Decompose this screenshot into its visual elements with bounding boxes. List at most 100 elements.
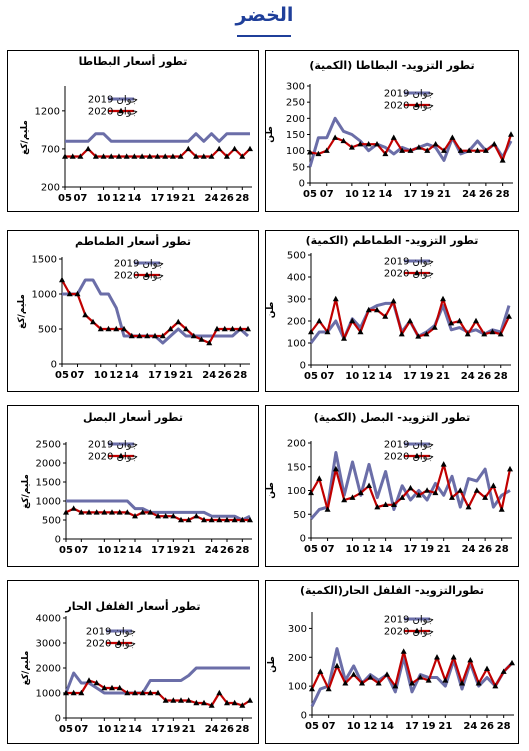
data-point-2020 <box>108 153 115 159</box>
data-point-2020 <box>365 306 372 313</box>
data-point-2020 <box>93 679 100 686</box>
data-point-2020 <box>423 331 430 337</box>
data-point-2020 <box>247 145 253 152</box>
data-point-2020 <box>147 689 154 696</box>
data-point-2020 <box>185 516 192 523</box>
data-point-2020 <box>399 147 406 153</box>
data-point-2020 <box>66 290 73 297</box>
x-tick-label: 21 <box>437 189 451 200</box>
data-point-2020 <box>208 702 215 708</box>
data-point-2020 <box>497 331 504 337</box>
x-tick-label: 19 <box>166 545 180 556</box>
data-point-2020 <box>465 503 472 510</box>
data-point-2020 <box>341 496 348 503</box>
x-tick-label: 19 <box>420 189 434 200</box>
x-tick-label: 12 <box>362 189 376 200</box>
data-point-2020 <box>382 150 389 157</box>
x-tick-label: 10 <box>97 724 111 735</box>
y-tick-label: 200 <box>287 439 306 450</box>
data-point-2020 <box>198 336 205 342</box>
x-tick-label: 28 <box>497 721 511 732</box>
series-line-2019 <box>66 499 251 522</box>
data-point-2020 <box>206 339 213 346</box>
data-point-2020 <box>500 668 507 674</box>
x-tick-label: 24 <box>463 721 477 732</box>
x-tick-label: 24 <box>205 724 219 735</box>
data-point-2020 <box>450 654 457 660</box>
x-tick-label: 19 <box>164 370 178 381</box>
data-point-2020 <box>162 697 169 703</box>
data-point-2020 <box>359 680 365 686</box>
chart-panel-onion-price: تطور أسعار البصل 0 500 1000 1500 2000 2500 05 07… <box>7 405 259 567</box>
x-tick-label: 10 <box>97 193 111 204</box>
data-point-2020 <box>484 665 490 672</box>
data-point-2020 <box>139 153 146 159</box>
data-point-2020 <box>475 680 482 686</box>
y-tick-label: 200 <box>286 114 305 125</box>
data-point-2020 <box>357 141 364 147</box>
chart-chili-supply: تطورالتزويد- الفلفل الحار(الكمية) 0 100 200… <box>267 584 515 732</box>
data-point-2020 <box>457 147 464 153</box>
data-point-2020 <box>309 685 315 692</box>
x-tick-label: 26 <box>480 721 494 732</box>
data-point-2020 <box>185 145 192 152</box>
x-tick-label: 28 <box>495 544 509 555</box>
data-point-2020 <box>154 153 161 159</box>
data-point-2020 <box>415 333 422 339</box>
data-point-2020 <box>457 487 464 493</box>
legend-label-2019: جوان 2019 <box>384 440 434 451</box>
data-point-2020 <box>466 147 473 153</box>
x-tick-label: 14 <box>125 370 139 381</box>
legend-label-2020: جوان 2020 <box>86 639 136 650</box>
x-tick-label: 26 <box>220 724 234 735</box>
x-tick-label: 05 <box>55 370 69 381</box>
legend-label-2020: جوان 2020 <box>384 101 434 112</box>
data-point-2020 <box>332 465 339 472</box>
data-point-2020 <box>349 494 356 500</box>
data-point-2020 <box>208 153 215 159</box>
x-tick-label: 12 <box>113 724 127 735</box>
y-tick-label: 4000 <box>36 614 61 625</box>
y-tick-label: 1200 <box>35 106 60 117</box>
data-point-2020 <box>492 682 499 689</box>
data-point-2020 <box>155 513 161 519</box>
y-tick-label: 0 <box>300 361 306 372</box>
data-point-2020 <box>162 513 169 519</box>
data-point-2020 <box>224 516 230 523</box>
x-tick-label: 14 <box>128 724 142 735</box>
chart-potato-supply: تطور التزويد- البطاطا (الكمية)0501001502… <box>266 59 514 200</box>
chart-potato-price: تطور أسعار البطاطا 200 700 1200 05 07 10 12 14 17… <box>20 54 253 204</box>
legend-label-2020: جوان 2020 <box>384 452 434 463</box>
x-tick-label: 21 <box>179 370 193 381</box>
data-point-2020 <box>190 332 197 339</box>
x-tick-label: 12 <box>112 193 126 204</box>
data-point-2020 <box>506 313 512 319</box>
data-point-2020 <box>90 318 96 325</box>
data-point-2020 <box>169 153 176 159</box>
y-axis-label: طن <box>267 656 277 673</box>
data-point-2020 <box>390 298 397 304</box>
data-point-2020 <box>170 513 177 519</box>
x-tick-label: 10 <box>347 721 361 732</box>
data-point-2020 <box>407 317 413 324</box>
x-tick-label: 17 <box>403 371 417 382</box>
data-point-2020 <box>342 680 349 686</box>
x-tick-label: 24 <box>202 370 216 381</box>
legend-label-2020: جوان 2020 <box>88 452 138 463</box>
data-point-2020 <box>399 494 406 500</box>
data-point-2020 <box>178 516 184 523</box>
data-point-2020 <box>132 513 138 519</box>
chart-onion-supply: تطور التزويد- البصل (الكمية)050100150200… <box>266 411 513 555</box>
data-point-2020 <box>139 509 146 515</box>
y-tick-label: 1500 <box>32 255 57 266</box>
data-point-2020 <box>229 325 236 332</box>
data-point-2020 <box>374 306 380 313</box>
legend-marker-2020 <box>118 107 124 114</box>
data-point-2020 <box>442 677 449 683</box>
data-point-2020 <box>97 325 104 332</box>
y-tick-label: 100 <box>288 682 307 693</box>
x-tick-label: 24 <box>461 371 475 382</box>
legend-label-2020: جوان 2020 <box>88 107 138 118</box>
x-tick-label: 12 <box>362 544 376 555</box>
series-line-2019 <box>65 132 250 143</box>
